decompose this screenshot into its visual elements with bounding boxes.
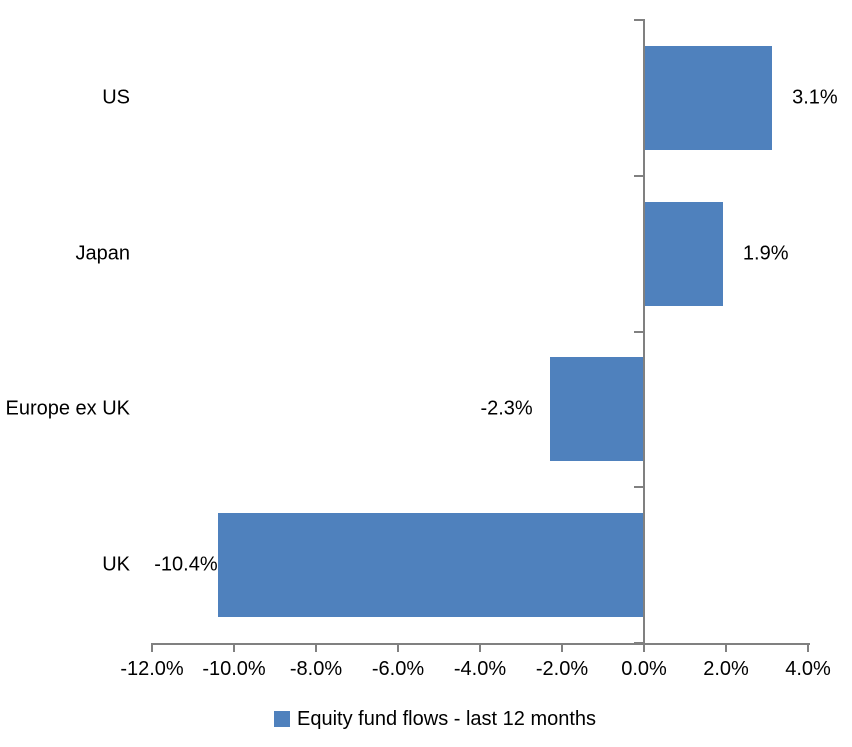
data-label-uk: -10.4% — [154, 553, 218, 576]
x-tick-label: -2.0% — [535, 658, 589, 680]
x-tick — [397, 643, 399, 652]
x-tick-label: -10.0% — [202, 658, 266, 680]
x-tick-label: -12.0% — [120, 658, 184, 680]
legend-swatch-icon — [274, 711, 290, 727]
category-label-japan: Japan — [75, 242, 131, 265]
category-boundary-tick — [634, 174, 643, 177]
x-tick — [479, 643, 481, 652]
x-tick-label: -6.0% — [371, 658, 425, 680]
legend-label: Equity fund flows - last 12 months — [297, 707, 597, 730]
category-label-uk: UK — [102, 553, 130, 576]
data-label-us: 3.1% — [792, 86, 838, 109]
x-tick — [233, 643, 235, 652]
data-label-japan: 1.9% — [742, 242, 789, 265]
data-label-europe-ex-uk: -2.3% — [480, 397, 533, 420]
x-tick — [561, 643, 563, 652]
legend: Equity fund flows - last 12 months — [274, 708, 596, 730]
x-tick-label: -8.0% — [289, 658, 343, 680]
bar-europe-ex-uk — [549, 357, 644, 462]
category-boundary-tick — [634, 330, 643, 333]
x-tick — [807, 643, 809, 652]
bar-us — [645, 45, 773, 150]
category-label-europe-ex-uk: Europe ex UK — [5, 397, 130, 420]
x-tick-label: 0.0% — [621, 658, 667, 680]
bar-uk — [217, 513, 644, 618]
bar-japan — [645, 201, 723, 306]
category-boundary-tick — [634, 486, 643, 489]
zero-axis-line — [643, 19, 645, 652]
x-tick — [151, 643, 153, 652]
category-boundary-tick — [634, 19, 643, 21]
x-tick-label: 2.0% — [703, 658, 749, 680]
category-boundary-tick — [634, 642, 643, 644]
x-axis-line — [152, 643, 810, 645]
x-tick — [725, 643, 727, 652]
x-tick-label: 4.0% — [785, 658, 831, 680]
category-label-us: US — [102, 86, 130, 109]
x-tick — [315, 643, 317, 652]
x-tick-label: -4.0% — [453, 658, 507, 680]
